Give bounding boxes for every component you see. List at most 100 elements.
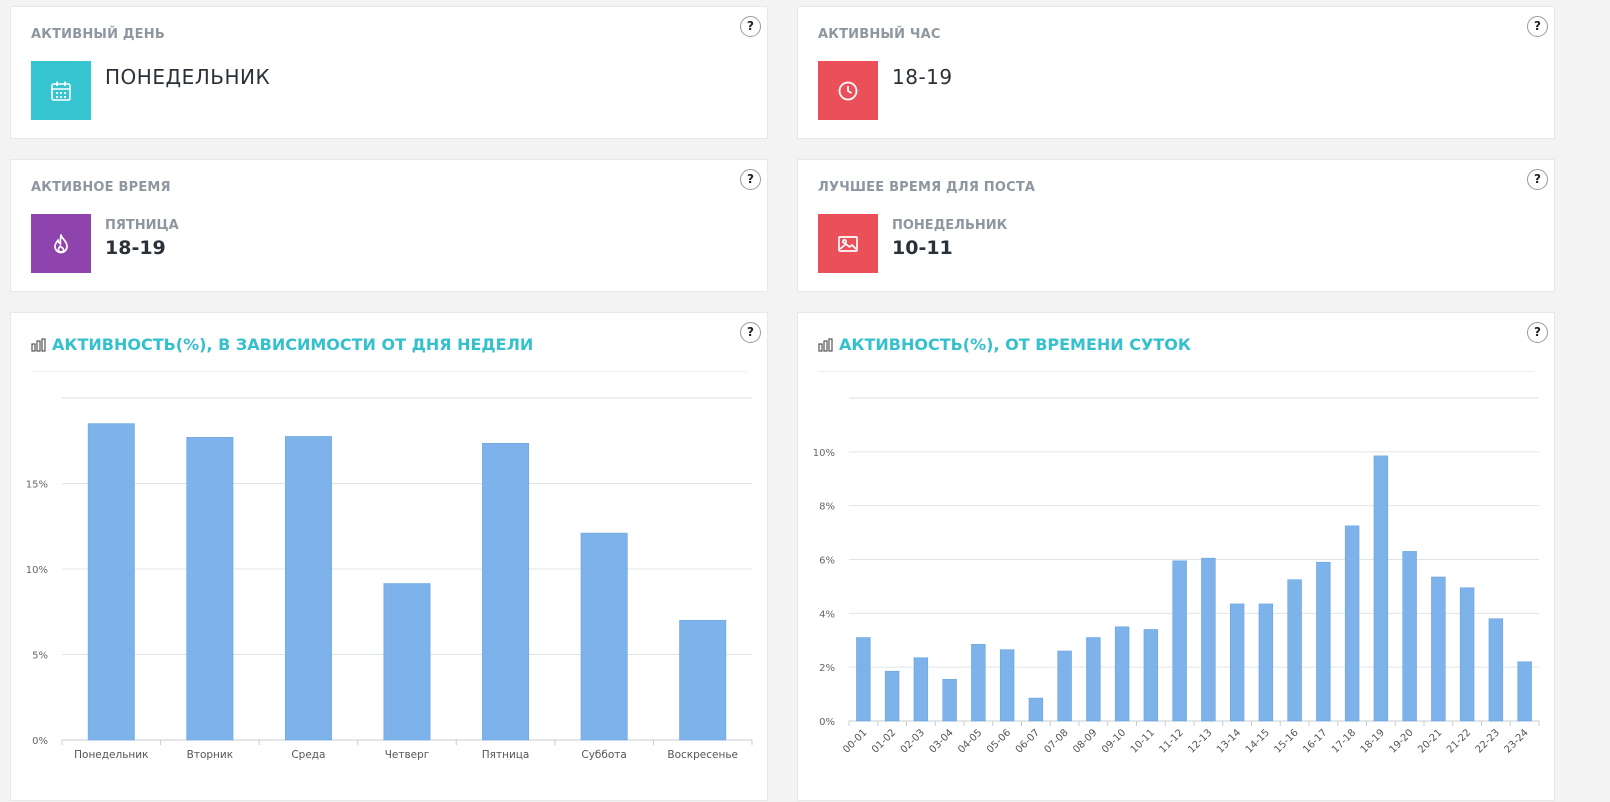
x-tick-label: Воскресенье xyxy=(667,749,738,761)
active-time-value: 18-19 xyxy=(105,237,166,259)
y-tick-label: 0% xyxy=(819,717,835,728)
weekday-chart-panel: ? АКТИВНОСТЬ(%), В ЗАВИСИМОСТИ ОТ ДНЯ НЕ… xyxy=(10,312,768,801)
bar xyxy=(383,583,431,741)
active-hour-title: АКТИВНЫЙ ЧАС xyxy=(818,27,941,42)
x-tick-label: Пятница xyxy=(482,749,530,761)
weekday-chart: 0% 5% 10% 15% Понедельник Вторник Среда Четверг… xyxy=(26,397,753,761)
y-tick-label: 6% xyxy=(819,556,835,567)
best-post-time-value: 10-11 xyxy=(892,237,953,259)
x-tick-label: 15-16 xyxy=(1272,727,1300,755)
help-button[interactable]: ? xyxy=(1527,169,1548,190)
active-time-title: АКТИВНОЕ ВРЕМЯ xyxy=(31,180,171,195)
x-tick-label: Четверг xyxy=(385,749,430,761)
bar xyxy=(1287,579,1302,722)
x-tick-label: 21-22 xyxy=(1445,727,1473,755)
y-tick-label: 5% xyxy=(32,651,48,662)
x-tick-label: 11-12 xyxy=(1157,727,1185,755)
active-hour-card: ? АКТИВНЫЙ ЧАС 18-19 xyxy=(797,6,1555,139)
bar xyxy=(1172,560,1187,722)
x-tick-label: 18-19 xyxy=(1359,727,1387,755)
y-tick-label: 10% xyxy=(26,565,48,576)
bar xyxy=(1488,618,1504,722)
x-tick-label: 20-21 xyxy=(1416,727,1444,755)
bar xyxy=(1402,551,1417,722)
x-tick-label: 04-05 xyxy=(956,727,984,755)
fire-icon xyxy=(31,214,91,273)
bar xyxy=(1028,697,1044,722)
y-tick-label: 8% xyxy=(819,502,835,513)
bar xyxy=(856,637,871,722)
bar xyxy=(1201,557,1216,722)
clock-icon xyxy=(818,61,878,120)
title-divider xyxy=(818,371,1534,372)
calendar-icon xyxy=(31,61,91,120)
bar xyxy=(186,437,234,741)
x-tick-label: 23-24 xyxy=(1502,727,1530,755)
x-tick-label: 00-01 xyxy=(841,727,869,755)
active-hour-value: 18-19 xyxy=(892,65,953,89)
bar xyxy=(999,649,1015,722)
help-button[interactable]: ? xyxy=(740,169,761,190)
hour-chart: 0% 2% 4% 6% 8% 10% 00-01 01-02 02-03 03-04 04-05 05… xyxy=(813,397,1540,756)
bar xyxy=(1373,455,1389,722)
bar xyxy=(942,678,957,722)
bar xyxy=(284,436,332,741)
x-tick-label: 14-15 xyxy=(1244,727,1272,755)
bar xyxy=(1057,650,1072,722)
x-tick-label: 10-11 xyxy=(1129,727,1157,755)
image-icon xyxy=(818,214,878,273)
bar xyxy=(1517,661,1532,722)
bar xyxy=(1143,629,1159,722)
active-day-card: ? АКТИВНЫЙ ДЕНЬ ПОНЕДЕЛЬНИК xyxy=(10,6,768,139)
x-tick-label: 17-18 xyxy=(1330,727,1358,755)
x-tick-label: 06-07 xyxy=(1014,727,1042,755)
bar xyxy=(87,423,135,741)
bar xyxy=(884,670,900,722)
bar xyxy=(1344,525,1360,722)
hour-chart-title: АКТИВНОСТЬ(%), ОТ ВРЕМЕНИ СУТОК xyxy=(839,335,1191,354)
x-tick-label: 05-06 xyxy=(985,727,1013,755)
x-tick-label: 16-17 xyxy=(1301,727,1329,755)
active-day-value: ПОНЕДЕЛЬНИК xyxy=(105,65,271,89)
bar xyxy=(913,657,929,722)
best-post-time-title: ЛУЧШЕЕ ВРЕМЯ ДЛЯ ПОСТА xyxy=(818,180,1036,195)
x-tick-label: 08-09 xyxy=(1071,727,1099,755)
bar xyxy=(1431,576,1446,722)
bar xyxy=(1459,587,1475,722)
x-tick-label: 09-10 xyxy=(1100,727,1128,755)
active-day-title: АКТИВНЫЙ ДЕНЬ xyxy=(31,27,165,42)
best-post-time-day: ПОНЕДЕЛЬНИК xyxy=(892,218,1008,233)
weekday-chart-title: АКТИВНОСТЬ(%), В ЗАВИСИМОСТИ ОТ ДНЯ НЕДЕ… xyxy=(52,335,534,354)
best-post-time-card: ? ЛУЧШЕЕ ВРЕМЯ ДЛЯ ПОСТА ПОНЕДЕЛЬНИК 10-… xyxy=(797,159,1555,292)
y-tick-label: 2% xyxy=(819,663,835,674)
hour-chart-title-row: АКТИВНОСТЬ(%), ОТ ВРЕМЕНИ СУТОК xyxy=(818,335,1191,354)
x-tick-label: 22-23 xyxy=(1474,727,1502,755)
x-tick-label: 13-14 xyxy=(1215,727,1243,755)
bar xyxy=(971,643,986,722)
help-button[interactable]: ? xyxy=(1527,322,1548,343)
bar xyxy=(1229,603,1245,722)
active-time-day: ПЯТНИЦА xyxy=(105,218,179,233)
bar xyxy=(1086,637,1101,722)
x-tick-label: 12-13 xyxy=(1186,727,1214,755)
weekday-chart-title-row: АКТИВНОСТЬ(%), В ЗАВИСИМОСТИ ОТ ДНЯ НЕДЕ… xyxy=(31,335,533,354)
bar xyxy=(1316,561,1331,722)
bar xyxy=(679,619,727,741)
bar-chart-icon xyxy=(31,337,46,352)
x-tick-label: 19-20 xyxy=(1387,727,1415,755)
bar xyxy=(482,443,530,741)
bar xyxy=(1258,603,1274,722)
x-tick-label: 01-02 xyxy=(870,727,898,755)
help-button[interactable]: ? xyxy=(740,16,761,37)
bar-chart-icon xyxy=(818,337,833,352)
y-tick-label: 4% xyxy=(819,609,835,620)
y-tick-label: 0% xyxy=(32,736,48,747)
y-tick-label: 10% xyxy=(813,448,835,459)
x-tick-label: 02-03 xyxy=(899,727,927,755)
help-button[interactable]: ? xyxy=(1527,16,1548,37)
bar xyxy=(1114,626,1130,722)
title-divider xyxy=(31,371,747,372)
y-tick-label: 15% xyxy=(26,480,48,491)
help-button[interactable]: ? xyxy=(740,322,761,343)
x-tick-label: Вторник xyxy=(187,749,233,761)
